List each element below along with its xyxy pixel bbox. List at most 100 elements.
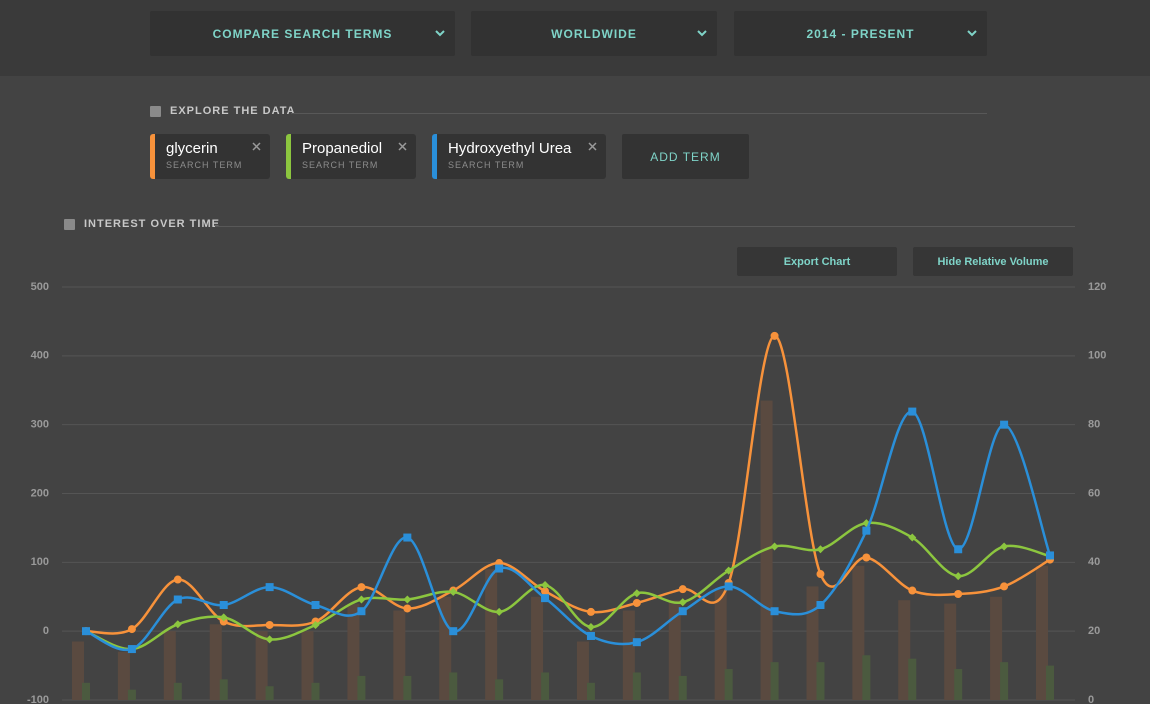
volume-bar (944, 603, 957, 700)
dropdown[interactable]: COMPARE SEARCH TERMS (150, 11, 455, 56)
y-tick-label: 200 (31, 487, 49, 499)
point (449, 587, 458, 596)
point (816, 570, 825, 579)
chevron (967, 30, 977, 37)
term-sub: SEARCH TERM (302, 160, 379, 170)
point (1000, 542, 1009, 551)
y-tick-label: 300 (31, 419, 49, 431)
export-button[interactable]: Export Chart (737, 247, 897, 276)
explore-heading: EXPLORE THE DATA (150, 105, 296, 117)
point (862, 553, 871, 562)
point (173, 595, 182, 604)
point (173, 575, 182, 584)
volume-bar (127, 689, 136, 700)
point (908, 533, 917, 542)
point (678, 585, 687, 594)
dropdown-label: WORLDWIDE (551, 26, 637, 41)
volume-bar (439, 596, 452, 700)
volume-bar (541, 672, 550, 700)
point (816, 601, 825, 610)
point (265, 620, 274, 629)
point (495, 564, 504, 573)
volume-bar (622, 610, 635, 700)
series-line (85, 334, 1051, 635)
y-tick-label: 100 (31, 556, 49, 568)
point (357, 583, 366, 592)
point (541, 581, 550, 590)
point (1000, 582, 1009, 591)
remove-icon[interactable] (398, 142, 407, 151)
volume-bar (163, 631, 176, 700)
point (770, 331, 779, 340)
y2-tick-label: 60 (1088, 487, 1100, 499)
y2-tick-label: 20 (1088, 625, 1100, 637)
point (908, 586, 917, 595)
dropdown-label: COMPARE SEARCH TERMS (212, 26, 393, 41)
term-chip[interactable]: glycerin SEARCH TERM (150, 134, 270, 179)
point (541, 594, 550, 603)
point (954, 589, 963, 598)
point (632, 598, 641, 607)
point (403, 595, 412, 604)
point (495, 607, 504, 616)
volume-bar (668, 600, 681, 700)
rule (215, 226, 1075, 227)
remove-icon[interactable] (588, 142, 597, 151)
point (449, 627, 458, 636)
volume-bar (357, 675, 366, 700)
term-chip[interactable]: Propanediol SEARCH TERM (286, 134, 416, 179)
point (862, 526, 871, 535)
volume-bar (586, 682, 595, 700)
volume-bar (1000, 662, 1009, 700)
volume-bar (301, 631, 314, 700)
volume-bar (82, 682, 90, 700)
point (173, 620, 182, 629)
rule (291, 113, 987, 114)
y2-tick-label: 40 (1088, 556, 1100, 568)
volume-bar (806, 586, 819, 700)
point (357, 595, 366, 604)
point (219, 617, 228, 626)
point (311, 601, 320, 610)
term-name: glycerin (166, 140, 218, 157)
volume-bar (265, 686, 274, 700)
point (954, 572, 963, 581)
dropdown[interactable]: 2014 - PRESENT (734, 11, 987, 56)
volume-bar (852, 565, 865, 700)
chevron (697, 30, 707, 37)
point (265, 583, 274, 592)
volume-bar (347, 603, 360, 700)
volume-bar (495, 679, 504, 700)
term-name: Hydroxyethyl Urea (448, 140, 572, 157)
heading-text: INTEREST OVER TIME (84, 218, 220, 230)
point (357, 607, 366, 616)
point (127, 625, 136, 634)
point (403, 533, 412, 542)
term-chip[interactable]: Hydroxyethyl Urea SEARCH TERM (432, 134, 606, 179)
point (724, 566, 733, 575)
point (632, 589, 641, 598)
point (724, 582, 733, 591)
dropdown-label: 2014 - PRESENT (806, 26, 915, 41)
term-sub: SEARCH TERM (448, 160, 525, 170)
add-term-button[interactable]: ADD TERM (622, 134, 749, 179)
dropdown[interactable]: WORLDWIDE (471, 11, 717, 56)
point (586, 631, 595, 640)
point (770, 542, 779, 551)
y2-tick-label: 120 (1088, 281, 1106, 293)
point (219, 613, 228, 622)
remove-icon[interactable] (252, 142, 261, 151)
point (265, 635, 274, 644)
volume-bar (816, 662, 825, 700)
hide-volume-button[interactable]: Hide Relative Volume (913, 247, 1073, 276)
point (678, 607, 687, 616)
term-sub: SEARCH TERM (166, 160, 243, 170)
point (82, 627, 90, 636)
volume-bar (393, 610, 406, 700)
volume-bar (954, 669, 963, 700)
volume-bar (862, 655, 871, 700)
volume-bar (632, 672, 641, 700)
interest-heading: INTEREST OVER TIME (64, 218, 220, 230)
volume-bar (990, 596, 1003, 700)
volume-bar (678, 675, 687, 700)
